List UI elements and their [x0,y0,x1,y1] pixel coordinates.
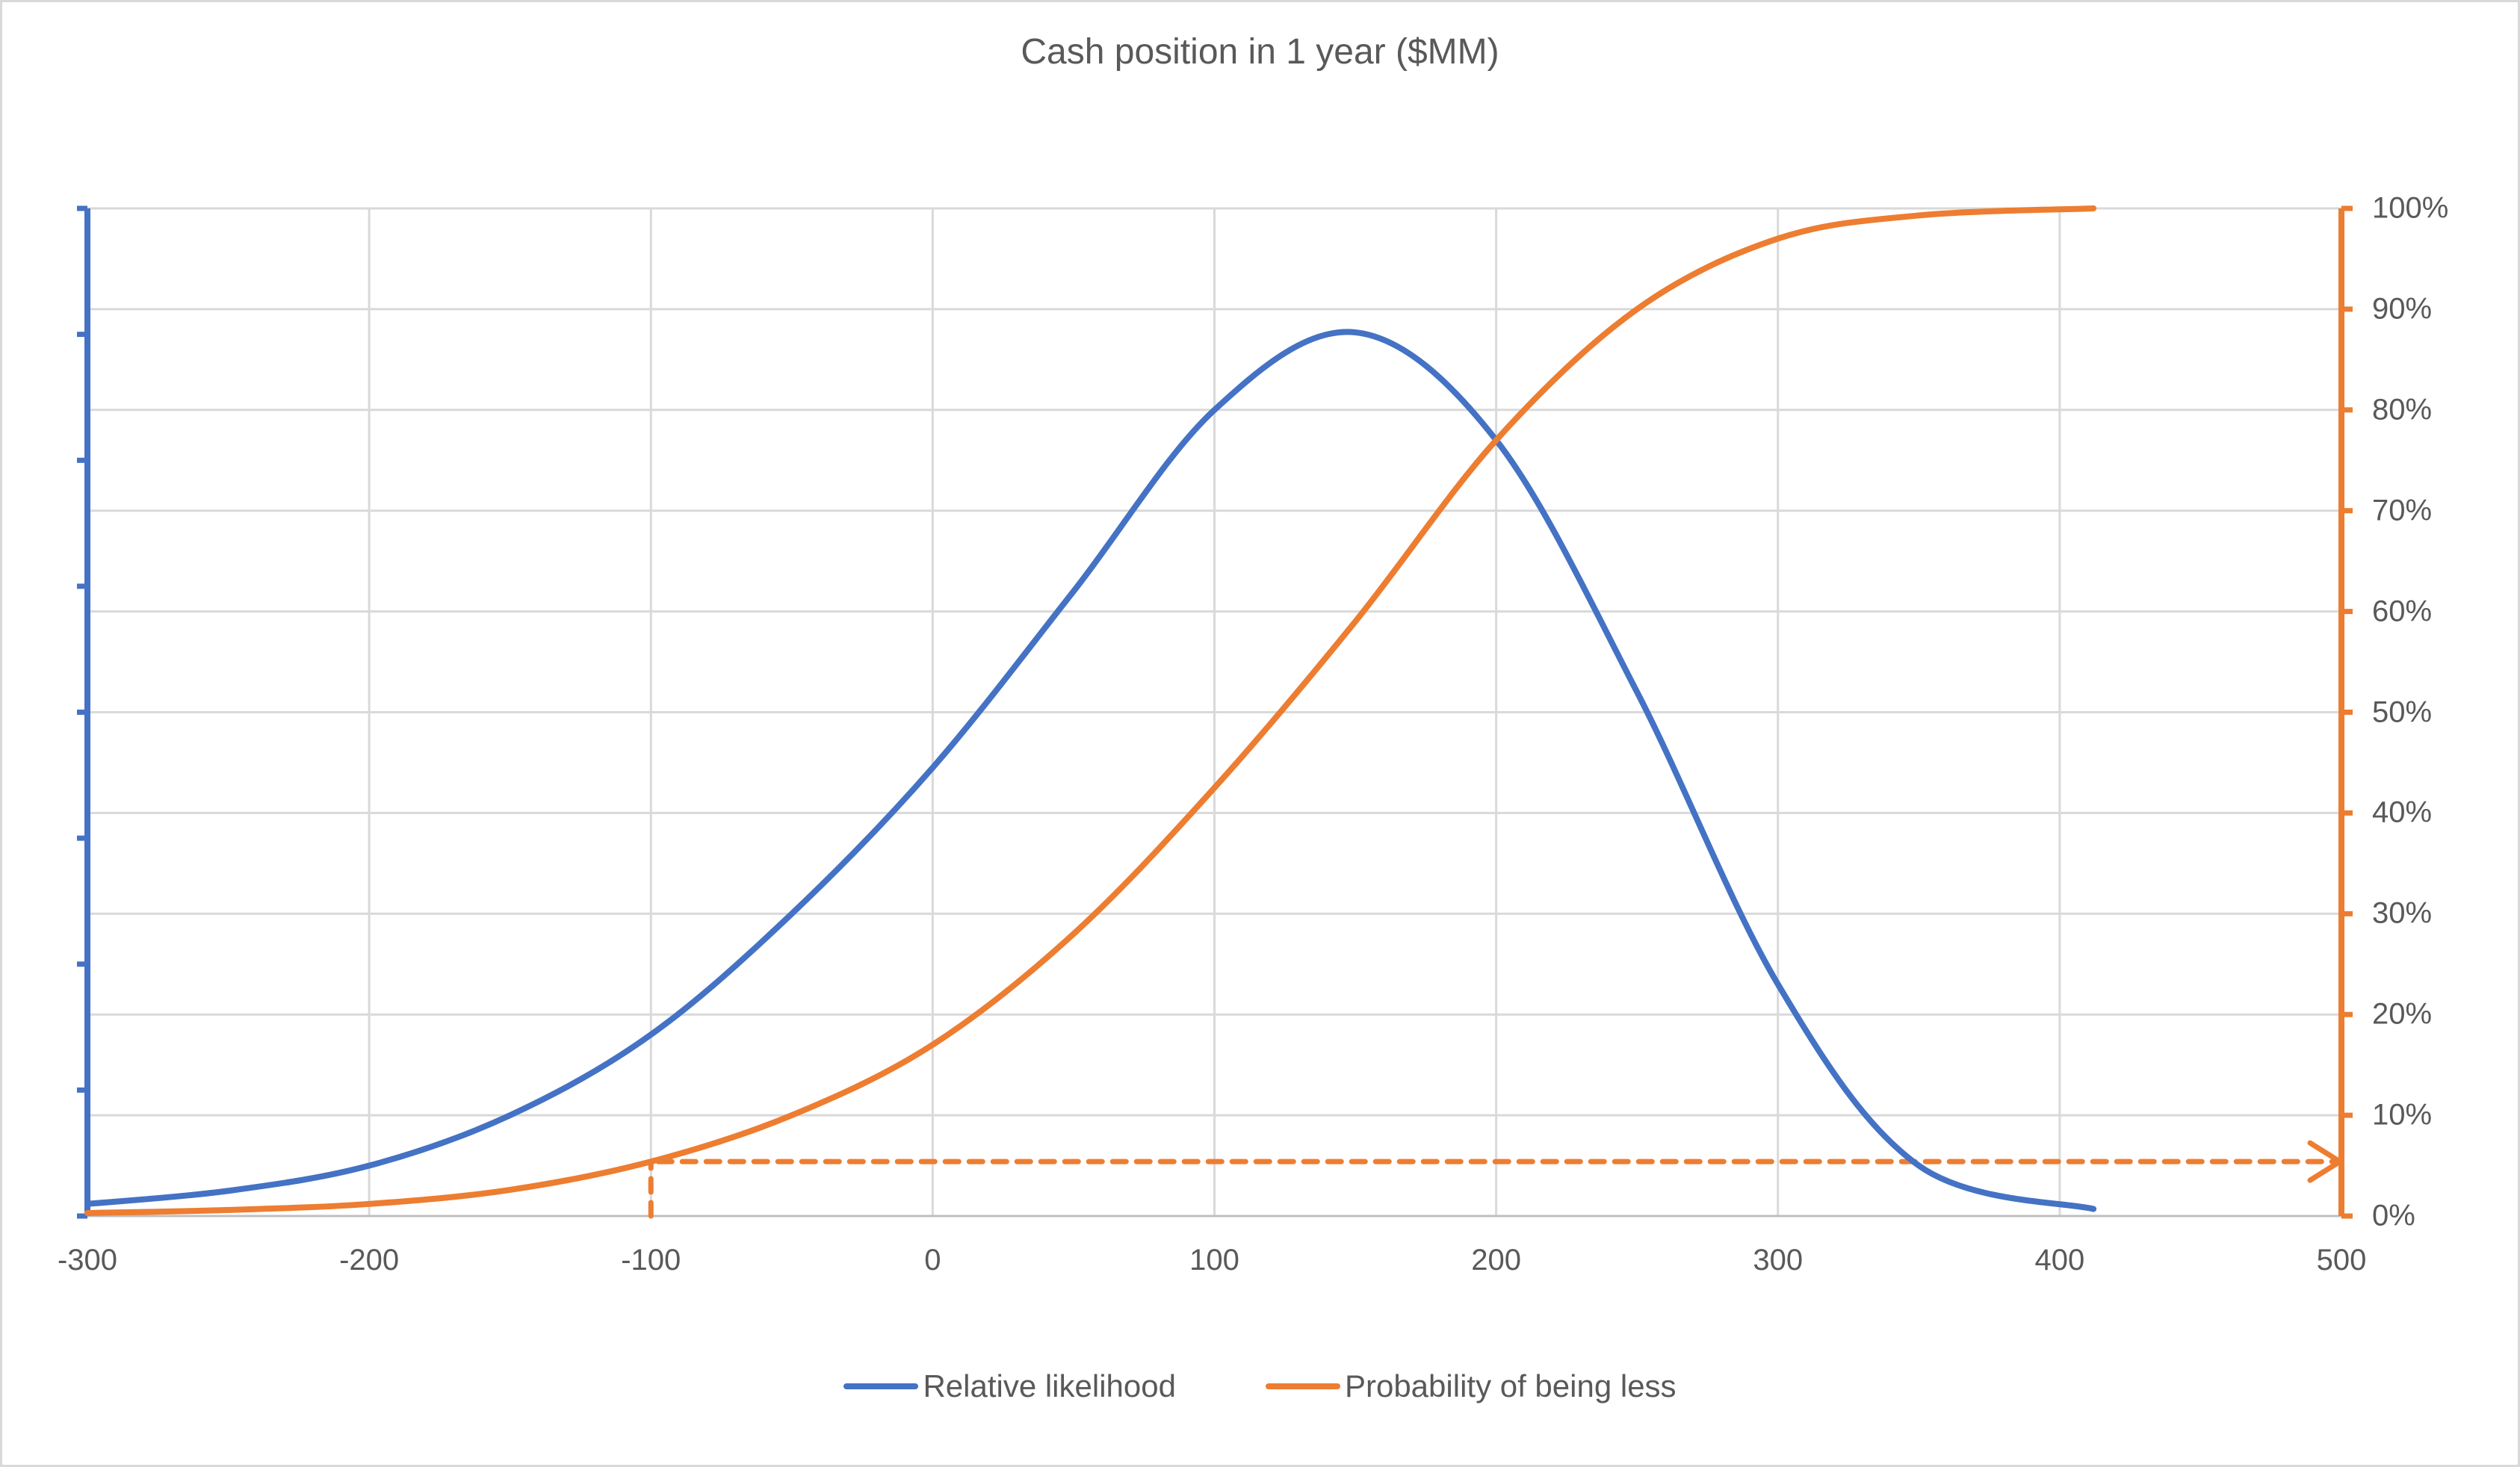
threshold-annotation [648,1140,2343,1219]
chart-title: Cash position in 1 year ($MM) [1021,32,1499,72]
legend-swatch-blue [843,1383,919,1389]
x-tick-label: -100 [621,1244,681,1277]
x-tick-label: 100 [1189,1244,1239,1277]
x-tick-label: 400 [2034,1244,2085,1277]
axes [77,205,2353,1219]
series-lines [84,205,2097,1216]
right-y-tick-label: 70% [2372,494,2433,527]
x-tick-label: 300 [1753,1244,1804,1277]
right-y-tick-label: 80% [2372,393,2433,427]
x-tick-label: -300 [57,1244,118,1277]
legend-item-relative-likelihood: Relative likelihood [843,1368,1176,1404]
arrowhead-icon [2307,1140,2343,1183]
legend-item-probability-of-being-less: Probability of being less [1265,1368,1677,1404]
right-y-tick-label: 20% [2372,997,2433,1031]
legend-swatch-orange [1265,1383,1340,1389]
x-tick-label: 0 [924,1244,941,1277]
probability-line [84,205,2097,1216]
relative-likelihood-line [84,329,2097,1212]
right-y-tick-label: 90% [2372,292,2433,326]
right-y-tick-label: 60% [2372,595,2433,628]
right-y-tick-label: 0% [2372,1199,2415,1232]
legend-label: Probability of being less [1344,1368,1677,1404]
right-y-tick-label: 40% [2372,795,2433,829]
right-y-tick-label: 100% [2372,191,2449,225]
x-tick-label: 500 [2316,1244,2367,1277]
x-tick-label: 200 [1471,1244,1521,1277]
right-y-tick-label: 50% [2372,695,2433,728]
gridlines [86,207,2343,1218]
legend-label: Relative likelihood [923,1368,1176,1404]
legend: Relative likelihood Probability of being… [0,1368,2520,1404]
right-y-tick-label: 30% [2372,896,2433,930]
right-y-tick-label: 10% [2372,1098,2433,1132]
x-tick-label: -200 [339,1244,400,1277]
